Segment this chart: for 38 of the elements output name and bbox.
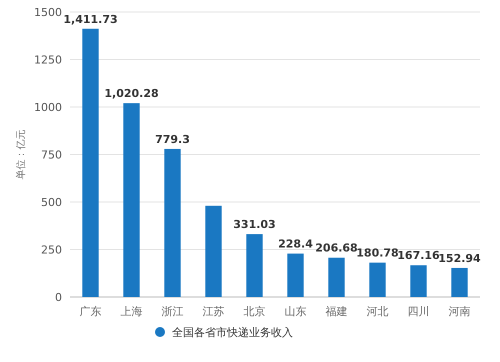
x-tick-label: 河南 (448, 305, 470, 318)
y-tick-label: 0 (55, 291, 62, 304)
legend-label: 全国各省市快递业务收入 (172, 326, 293, 339)
x-tick-label: 福建 (326, 305, 348, 318)
x-tick-label: 上海 (120, 305, 142, 318)
x-tick-label: 江苏 (202, 305, 224, 318)
data-label: 779.3 (155, 132, 190, 146)
data-label: 331.03 (233, 218, 276, 232)
data-label: 1,020.28 (104, 87, 159, 100)
y-tick-label: 1000 (34, 101, 62, 114)
bar (451, 268, 468, 297)
y-tick-label: 1500 (34, 6, 62, 19)
y-axis-title: 单位：亿元 (15, 130, 27, 180)
data-label: 152.94 (438, 252, 482, 265)
bar (287, 254, 304, 297)
bar (82, 28, 99, 297)
y-tick-label: 750 (41, 148, 62, 162)
bar (246, 234, 263, 297)
bar (410, 265, 427, 297)
data-label: 206.68 (315, 242, 358, 255)
bar (164, 148, 181, 297)
x-tick-label: 浙江 (162, 305, 184, 318)
x-tick-label: 山东 (284, 305, 306, 318)
y-tick-label: 1250 (34, 54, 62, 66)
x-tick-label: 四川 (408, 305, 430, 318)
y-tick-label: 250 (41, 244, 62, 256)
data-label: 167.16 (397, 249, 440, 262)
bar (369, 262, 386, 297)
data-label: 1,411.73 (63, 12, 118, 26)
bar (205, 206, 222, 297)
x-tick-label: 河北 (366, 305, 388, 318)
data-label: 228.4 (278, 238, 314, 251)
x-tick-label: 北京 (244, 305, 266, 318)
bar (123, 103, 140, 297)
y-tick-label: 500 (41, 196, 62, 209)
bar (328, 258, 345, 297)
data-label: 180.78 (356, 246, 399, 260)
x-tick-label: 广东 (80, 305, 102, 318)
